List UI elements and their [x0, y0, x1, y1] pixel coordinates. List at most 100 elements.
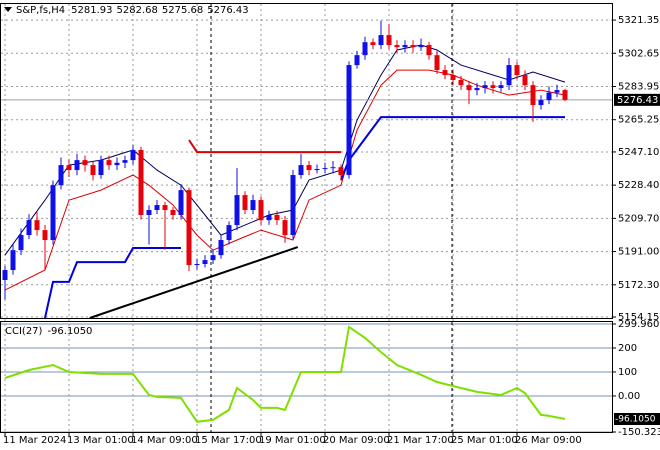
- candle-body: [106, 160, 112, 166]
- candle-body: [418, 45, 424, 48]
- x-tick-label: 20 Mar 09:00: [323, 435, 390, 446]
- x-tick-label: 13 Mar 01:00: [67, 435, 134, 446]
- cci-value: -96.1050: [47, 326, 92, 337]
- candle-body: [554, 90, 560, 93]
- y-tick-label: 200: [618, 343, 637, 354]
- header: S&P,fs,H4 5281.93 5282.68 5275.68 5276.43: [16, 5, 249, 16]
- x-tick-label: 25 Mar 01:00: [451, 435, 518, 446]
- candle-body: [378, 35, 384, 46]
- candle-body: [450, 75, 456, 81]
- x-tick-label: 11 Mar 2024: [3, 435, 66, 446]
- y-tick-label: 100: [618, 367, 637, 378]
- candle-body: [282, 220, 288, 236]
- candle-body: [330, 167, 336, 169]
- candle-body: [490, 85, 496, 89]
- candle-body: [98, 160, 104, 176]
- candle-body: [186, 190, 192, 266]
- candle-body: [530, 85, 536, 106]
- y-tick-label: 5302.65: [618, 48, 659, 59]
- low: 5275.68: [162, 5, 203, 16]
- y-tick-label: 5209.70: [618, 213, 659, 224]
- candle-body: [58, 165, 64, 186]
- candle-body: [114, 162, 120, 166]
- candle-body: [562, 90, 568, 100]
- candle-body: [474, 88, 480, 91]
- candle-body: [314, 168, 320, 171]
- candle-body: [178, 190, 184, 215]
- candle-body: [482, 85, 488, 89]
- y-tick-label: 5191.00: [618, 247, 659, 258]
- price-frame: [0, 3, 613, 319]
- candle-body: [274, 214, 280, 221]
- candle-body: [66, 165, 72, 171]
- cci-frame: [0, 321, 613, 433]
- candle-body: [194, 264, 200, 266]
- high: 5282.68: [117, 5, 158, 16]
- y-tick-label: 5228.40: [618, 180, 659, 191]
- candle-body: [322, 168, 328, 170]
- candle-body: [202, 260, 208, 265]
- cci-title: CCI(27): [5, 326, 43, 337]
- candle-body: [26, 220, 32, 236]
- marks-layer: [1, 20, 612, 423]
- candle-body: [458, 80, 464, 86]
- candle-body: [354, 55, 360, 66]
- candle-body: [226, 225, 232, 241]
- candle-body: [266, 214, 272, 221]
- axis-layer: 5321.35 5302.65 5283.95 5265.25 5247.10 5228.…: [3, 15, 660, 446]
- candle-body: [146, 210, 152, 215]
- candle-body: [426, 45, 432, 56]
- y-tick-label: 5283.95: [618, 81, 659, 92]
- line: [89, 246, 299, 319]
- candle-body: [498, 85, 504, 89]
- candle-body: [506, 65, 512, 86]
- x-tick-label: 15 Mar 17:00: [195, 435, 262, 446]
- price-box-label: 5276.43: [617, 95, 658, 106]
- price-box: [614, 93, 660, 106]
- candle-body: [170, 210, 176, 215]
- candle-body: [242, 195, 248, 211]
- candle-body: [218, 240, 224, 256]
- candle-body: [258, 200, 264, 221]
- line: [188, 139, 341, 154]
- candle-body: [370, 42, 376, 46]
- candle-body: [138, 149, 144, 215]
- cci-box-label: -96.1050: [615, 414, 656, 424]
- y-tick-label: -150.3238: [618, 427, 660, 438]
- candle-body: [434, 55, 440, 71]
- line: [44, 116, 565, 319]
- y-tick-label: 299.9603: [618, 319, 660, 330]
- candle-body: [34, 220, 40, 231]
- candle-body: [210, 255, 216, 261]
- line: [4, 44, 566, 256]
- candle-body: [338, 167, 344, 176]
- menu-arrow[interactable]: [4, 7, 12, 12]
- y-tick-label: 5172.30: [618, 280, 659, 291]
- y-tick-label: 5265.25: [618, 115, 659, 126]
- y-tick-label: 5247.10: [618, 147, 659, 158]
- y-tick-label: 5321.35: [618, 15, 659, 26]
- cci-header: CCI(27) -96.1050: [5, 326, 92, 337]
- x-tick-label: 21 Mar 17:00: [387, 435, 454, 446]
- candle-body: [522, 75, 528, 86]
- candle-body: [2, 270, 8, 280]
- candle-body: [122, 160, 128, 163]
- candle-body: [514, 65, 520, 76]
- x-tick-label: 14 Mar 09:00: [131, 435, 198, 446]
- y-tick-label: 0.00: [618, 391, 640, 402]
- candle-body: [18, 235, 24, 251]
- candle-body: [546, 92, 552, 101]
- candle-body: [90, 165, 96, 176]
- candle-body: [290, 175, 296, 236]
- candle-body: [74, 160, 80, 171]
- candle-body: [250, 200, 256, 211]
- candle-body: [466, 85, 472, 91]
- candle-body: [162, 205, 168, 211]
- cci-box: [614, 412, 660, 425]
- candle-body: [538, 100, 544, 106]
- x-tick-label: 19 Mar 01:00: [259, 435, 326, 446]
- candle-body: [130, 149, 136, 161]
- y-tick-label: 5154.15: [618, 312, 659, 323]
